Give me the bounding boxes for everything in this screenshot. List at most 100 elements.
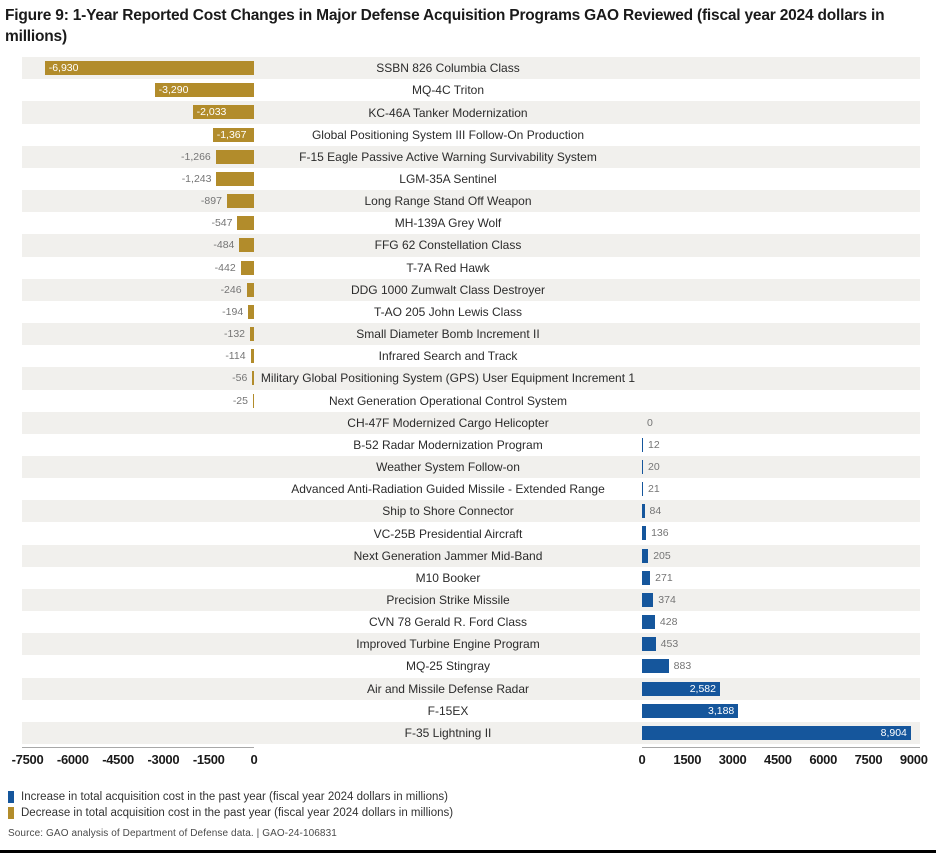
program-row: VC-25B Presidential Aircraft 136 bbox=[22, 522, 920, 544]
program-name-cell: Precision Strike Missile bbox=[254, 589, 642, 611]
increase-bar: 3,188 bbox=[642, 703, 739, 718]
program-name-cell: DDG 1000 Zumwalt Class Destroyer bbox=[254, 279, 642, 301]
axis-tick-label: 3000 bbox=[718, 752, 747, 767]
increase-bar bbox=[642, 437, 643, 452]
program-name: M10 Booker bbox=[415, 570, 481, 585]
value-label: -3,290 bbox=[158, 84, 189, 97]
program-name: Improved Turbine Engine Program bbox=[356, 637, 540, 652]
source-line: Source: GAO analysis of Department of De… bbox=[8, 828, 337, 839]
value-label: -547 bbox=[211, 217, 233, 230]
program-row: -246 DDG 1000 Zumwalt Class Destroyer bbox=[22, 278, 920, 301]
decrease-bar-pane bbox=[22, 545, 254, 567]
program-name: F-15EX bbox=[427, 703, 469, 718]
program-name: Next Generation Jammer Mid-Band bbox=[353, 548, 543, 563]
decrease-bar-pane: -194 bbox=[22, 301, 254, 323]
program-name-cell: LGM-35A Sentinel bbox=[254, 168, 642, 190]
decrease-bar-pane bbox=[22, 500, 254, 522]
decrease-bar-pane: -132 bbox=[22, 323, 254, 345]
decrease-bar bbox=[250, 327, 254, 342]
program-name-cell: KC-46A Tanker Modernization bbox=[254, 101, 642, 123]
program-name-cell: VC-25B Presidential Aircraft bbox=[254, 522, 642, 544]
program-name-cell: Advanced Anti-Radiation Guided Missile -… bbox=[254, 478, 642, 500]
increase-bar bbox=[642, 659, 669, 674]
program-name: SSBN 826 Columbia Class bbox=[376, 61, 520, 76]
x-axes: -7500 -6000 -4500 -3000 -1500 0 0 1500 3000 4500… bbox=[12, 747, 928, 769]
program-name: F-15 Eagle Passive Active Warning Surviv… bbox=[299, 149, 597, 164]
program-name-cell: F-15EX bbox=[254, 700, 642, 722]
cost-change-bar-chart: -6,930 SSBN 826 Columbia Class -3,290 MQ-4C… bbox=[22, 57, 920, 744]
increase-bar-pane bbox=[642, 345, 920, 367]
increase-bar-pane: 84 bbox=[642, 500, 920, 522]
decrease-bar-pane bbox=[22, 611, 254, 633]
value-label: 12 bbox=[648, 438, 660, 451]
program-name: Infrared Search and Track bbox=[378, 349, 518, 364]
increase-bar-pane: 2,582 bbox=[642, 678, 920, 700]
legend-increase-label: Increase in total acquisition cost in th… bbox=[21, 791, 448, 803]
figure-page: Figure 9: 1-Year Reported Cost Changes i… bbox=[0, 5, 936, 853]
decrease-bar-pane: -1,367 bbox=[22, 124, 254, 146]
program-name-cell: Next Generation Jammer Mid-Band bbox=[254, 545, 642, 567]
program-row: Ship to Shore Connector 84 bbox=[22, 500, 920, 523]
decrease-bar bbox=[215, 149, 254, 164]
program-name: Global Positioning System III Follow-On … bbox=[311, 127, 585, 142]
program-name: Next Generation Operational Control Syst… bbox=[328, 393, 568, 408]
value-label: -897 bbox=[200, 195, 222, 208]
increase-bar bbox=[642, 592, 654, 607]
increase-bar-pane bbox=[642, 257, 920, 279]
value-label: 883 bbox=[673, 660, 692, 673]
program-name-cell: MQ-4C Triton bbox=[254, 79, 642, 101]
decrease-bar: -3,290 bbox=[154, 83, 254, 98]
decrease-bar-pane: -25 bbox=[22, 390, 254, 412]
increase-bar-pane: 12 bbox=[642, 434, 920, 456]
decrease-bar-pane bbox=[22, 478, 254, 500]
decrease-swatch-icon bbox=[8, 807, 14, 819]
increase-bar-pane bbox=[642, 79, 920, 101]
axis-tick-label: 0 bbox=[250, 752, 258, 767]
program-row: Weather System Follow-on 20 bbox=[22, 455, 920, 479]
program-row: -897 Long Range Stand Off Weapon bbox=[22, 190, 920, 213]
decrease-bar bbox=[246, 282, 254, 297]
program-name-cell: MQ-25 Stingray bbox=[254, 655, 642, 677]
program-name: CVN 78 Gerald R. Ford Class bbox=[368, 615, 528, 630]
increase-bar-pane: 21 bbox=[642, 478, 920, 500]
program-row: CVN 78 Gerald R. Ford Class 428 bbox=[22, 611, 920, 633]
increase-bar-pane: 8,904 bbox=[642, 722, 920, 744]
legend-decrease-label: Decrease in total acquisition cost in th… bbox=[21, 807, 454, 819]
increase-bar-pane bbox=[642, 124, 920, 146]
increase-bar: 8,904 bbox=[642, 725, 911, 740]
increase-bar-pane: 428 bbox=[642, 611, 920, 633]
value-label: -6,930 bbox=[48, 62, 79, 75]
decrease-bar-pane: -3,290 bbox=[22, 79, 254, 101]
value-label: 20 bbox=[648, 460, 660, 473]
program-name: MQ-25 Stingray bbox=[405, 659, 491, 674]
program-name: B-52 Radar Modernization Program bbox=[353, 437, 543, 452]
decrease-bar-pane: -114 bbox=[22, 345, 254, 367]
program-row: B-52 Radar Modernization Program 12 bbox=[22, 434, 920, 456]
program-name-cell: F-35 Lightning II bbox=[254, 722, 642, 744]
value-label: -1,243 bbox=[181, 172, 212, 185]
program-name-cell: FFG 62 Constellation Class bbox=[254, 234, 642, 256]
increase-bar bbox=[642, 526, 647, 541]
decrease-bar-pane bbox=[22, 655, 254, 677]
program-row: -1,243 LGM-35A Sentinel bbox=[22, 168, 920, 190]
program-row: Advanced Anti-Radiation Guided Missile -… bbox=[22, 478, 920, 500]
value-label: -484 bbox=[213, 239, 235, 252]
value-label: 136 bbox=[651, 527, 669, 540]
value-label: 0 bbox=[647, 416, 653, 429]
decrease-bar bbox=[239, 238, 254, 253]
program-name: T-7A Red Hawk bbox=[406, 260, 490, 275]
program-name-cell: Small Diameter Bomb Increment II bbox=[254, 323, 642, 345]
program-name: Ship to Shore Connector bbox=[382, 504, 514, 519]
program-name: Weather System Follow-on bbox=[376, 460, 520, 475]
value-label: 205 bbox=[653, 549, 671, 562]
program-row: M10 Booker 271 bbox=[22, 567, 920, 589]
value-label: 84 bbox=[649, 505, 662, 518]
program-name-cell: T-AO 205 John Lewis Class bbox=[254, 301, 642, 323]
decrease-bar: -2,033 bbox=[192, 105, 254, 120]
figure-title: Figure 9: 1-Year Reported Cost Changes i… bbox=[5, 7, 885, 46]
program-name: DDG 1000 Zumwalt Class Destroyer bbox=[350, 282, 546, 297]
value-label: 374 bbox=[658, 593, 676, 606]
value-label: 428 bbox=[659, 616, 678, 629]
decrease-bar-pane: -442 bbox=[22, 257, 254, 279]
program-name: F-35 Lightning II bbox=[404, 725, 492, 740]
